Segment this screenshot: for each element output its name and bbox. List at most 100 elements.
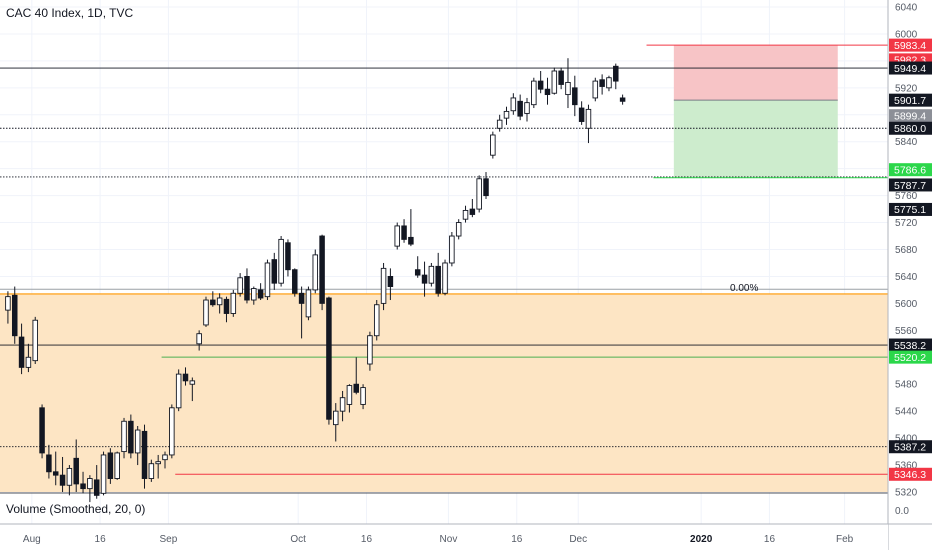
candle-body-up <box>394 225 400 247</box>
candle <box>196 330 202 351</box>
candle-body-up <box>333 410 339 426</box>
candle-body-up <box>476 178 482 210</box>
price-tag-label: 5346.3 <box>894 469 926 481</box>
price-tag-bg <box>889 467 932 481</box>
candle-body-down <box>298 292 305 304</box>
price-axis[interactable]: 6040600059605920588058405800576057205680… <box>887 0 932 550</box>
candle <box>93 465 100 499</box>
candle <box>87 475 93 503</box>
candle <box>251 286 257 305</box>
candle <box>169 404 175 459</box>
candle-body-down <box>11 294 18 337</box>
candle-body-up <box>134 429 141 454</box>
candle <box>585 104 592 144</box>
price-tag-label: 5983.4 <box>894 40 926 52</box>
candle-body-down <box>141 430 148 479</box>
candle-body-down <box>128 420 134 454</box>
price-tag-label: 5538.2 <box>894 340 926 352</box>
candle <box>517 94 523 121</box>
price-tag-label: 5901.7 <box>894 95 926 107</box>
time-tick-label: Oct <box>290 534 306 545</box>
time-tick-label: 16 <box>764 534 776 545</box>
take-profit-area[interactable] <box>673 100 838 178</box>
candle-body-up <box>503 110 510 119</box>
candle-body-up <box>278 238 284 284</box>
candle <box>73 439 79 492</box>
candle-body-up <box>264 262 271 298</box>
candle-body-down <box>483 178 489 197</box>
candle <box>52 451 59 486</box>
candle-body-down <box>46 454 52 473</box>
price-tag: 5787.7 <box>889 178 932 192</box>
candle-body-down <box>517 100 523 117</box>
time-axis-bg <box>0 524 888 550</box>
candle <box>490 131 496 159</box>
candle <box>476 175 482 213</box>
price-tick-label: 5320 <box>895 488 918 499</box>
candle <box>175 369 182 412</box>
candle-body-up <box>565 81 571 96</box>
resistance-zone <box>0 293 888 494</box>
candle <box>141 424 148 489</box>
candle <box>230 289 237 317</box>
candle <box>278 236 284 287</box>
candle <box>128 414 134 459</box>
candle-body-up <box>462 209 469 220</box>
candle-body-down <box>244 275 250 301</box>
stop-loss-area[interactable] <box>673 45 838 101</box>
candle-body-down <box>107 452 114 479</box>
price-tag-label: 5387.2 <box>894 442 926 454</box>
price-tag-bg <box>889 109 932 123</box>
candle <box>510 93 517 115</box>
candle <box>503 106 510 125</box>
candle <box>421 261 428 297</box>
price-tag-bg <box>889 38 932 52</box>
candle-body-down <box>435 265 441 294</box>
price-tick-label: 5440 <box>895 407 918 418</box>
candle <box>100 451 107 496</box>
candle <box>216 293 223 314</box>
candle-body-down <box>544 88 551 96</box>
candle <box>435 252 441 297</box>
chart-title: CAC 40 Index, 1D, TVC <box>6 6 134 20</box>
candle-body-up <box>175 373 182 409</box>
price-tag-label: 5899.4 <box>894 111 926 123</box>
candle-body-up <box>373 304 380 337</box>
price-tick-label: 5560 <box>895 326 918 337</box>
candle-body-up <box>32 319 38 362</box>
candle-body-down <box>619 97 626 102</box>
price-tick-label: 5720 <box>895 218 918 229</box>
candlesticks <box>5 58 626 503</box>
candle <box>326 296 332 425</box>
candle-body-down <box>210 299 216 306</box>
horizontal-lines[interactable] <box>0 44 888 475</box>
price-tag-bg <box>889 93 932 107</box>
price-tick-label: 5680 <box>895 245 918 256</box>
price-tag: 5387.2 <box>889 440 932 454</box>
price-tag: 5786.6 <box>889 163 932 176</box>
candle-body-down <box>353 383 359 393</box>
candle <box>442 259 448 296</box>
candle-body-down <box>469 208 476 215</box>
candle-body-up <box>169 407 175 456</box>
candle-body-down <box>39 407 45 454</box>
candle <box>32 316 38 365</box>
candle-body-up <box>5 296 11 311</box>
candle-body-up <box>524 102 530 114</box>
price-tag: 5899.4 <box>889 109 932 123</box>
candle <box>613 63 619 90</box>
price-tick-label: 5760 <box>895 191 918 202</box>
candle <box>606 75 612 92</box>
candle-body-down <box>319 235 325 304</box>
candle <box>537 70 544 94</box>
candle-body-up <box>490 134 496 156</box>
time-tick-label: Aug <box>23 534 41 545</box>
time-axis[interactable]: Aug 16 Sep Oct 16 Nov 16 Dec 2020 16 Feb <box>0 523 932 550</box>
candle <box>373 300 380 341</box>
candle <box>11 286 18 344</box>
candle-body-up <box>510 97 517 112</box>
short-position-tool[interactable] <box>673 45 838 178</box>
candle <box>134 425 141 466</box>
price-tag-bg <box>889 350 932 364</box>
